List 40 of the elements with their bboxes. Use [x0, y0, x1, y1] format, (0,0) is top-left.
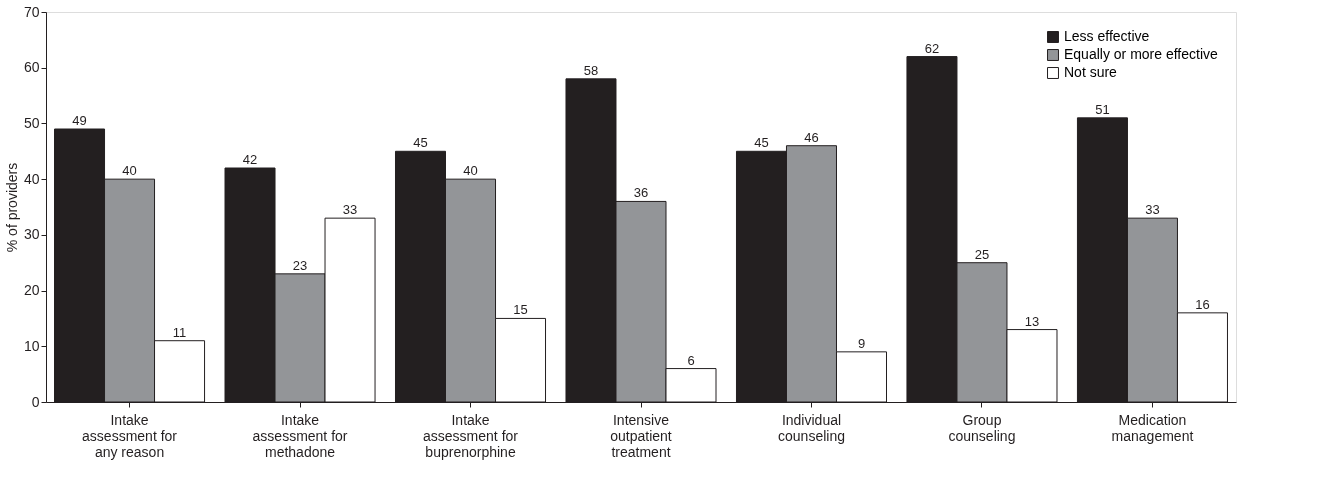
data-label: 42 [242, 152, 258, 167]
data-label: 40 [463, 163, 478, 179]
data-label: 45 [754, 135, 769, 151]
data-label: 33 [342, 202, 358, 218]
y-tick-label: 50 [23, 114, 40, 131]
y-tick-label: 40 [23, 170, 40, 187]
x-tick-label: Intake assessment for buprenorphine [423, 411, 519, 460]
data-label: 25 [974, 246, 990, 262]
y-tick-label: 70 [23, 3, 40, 20]
data-label: 36 [633, 185, 649, 201]
data-label: 62 [924, 40, 940, 56]
y-axis-title: % of providers [3, 162, 20, 253]
x-tick-label: Intensive outpatient treatment [610, 411, 672, 460]
data-label: 33 [1145, 202, 1160, 218]
y-tick-label: 0 [31, 393, 40, 410]
y-tick-label: 30 [23, 226, 40, 243]
x-tick-label: Medication management [1111, 411, 1194, 444]
data-label: 23 [292, 257, 308, 273]
legend-label: Less effective [1064, 28, 1150, 44]
data-label: 40 [122, 163, 137, 179]
x-tick-label: Group counseling [948, 411, 1016, 444]
data-label: 45 [413, 135, 428, 151]
data-label: 46 [804, 129, 819, 145]
data-label: 11 [172, 324, 187, 340]
x-tick-label: Intake assessment for any reason [82, 411, 178, 460]
data-label: 58 [583, 62, 599, 78]
legend-label: Not sure [1064, 64, 1118, 80]
data-label: 16 [1195, 296, 1210, 312]
y-tick-label: 60 [23, 59, 40, 76]
legend-label: Equally or more effective [1064, 46, 1219, 62]
data-label: 9 [857, 335, 866, 351]
data-label: 15 [513, 302, 528, 318]
data-label: 49 [72, 113, 87, 128]
data-label: 51 [1095, 101, 1110, 117]
y-tick-label: 20 [23, 282, 40, 299]
data-label: 13 [1024, 313, 1040, 329]
y-tick-label: 10 [23, 337, 40, 354]
x-tick-label: Intake assessment for methadone [252, 411, 348, 460]
data-label: 6 [687, 352, 695, 368]
x-tick-label: Individual counseling [778, 411, 845, 444]
